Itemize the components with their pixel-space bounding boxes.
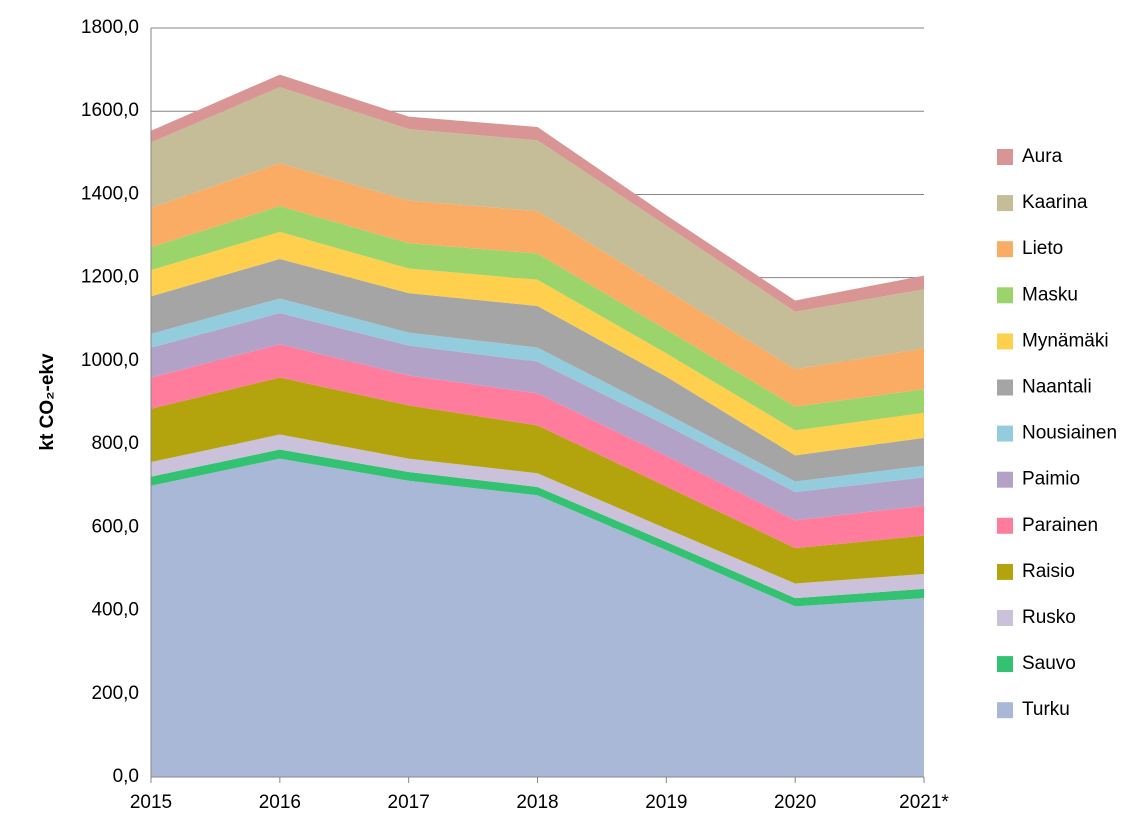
legend-label: Raisio: [1022, 561, 1075, 582]
y-tick-label: 600,0: [91, 516, 139, 537]
legend-label: Mynämäki: [1022, 330, 1109, 351]
area: [151, 313, 924, 521]
area: [151, 434, 924, 599]
legend-label: Kaarina: [1022, 192, 1088, 213]
area: [151, 74, 924, 312]
legend-label: Rusko: [1022, 607, 1076, 628]
y-tick-label: 1000,0: [81, 350, 139, 371]
y-tick-label: 1600,0: [81, 100, 139, 121]
x-tick-label: 2018: [516, 792, 558, 813]
legend-label: Paimio: [1022, 469, 1080, 490]
x-tick-label: 2016: [259, 792, 301, 813]
area: [151, 344, 924, 549]
area: [151, 231, 924, 456]
legend-label: Turku: [1022, 699, 1070, 720]
legend-label: Aura: [1022, 146, 1063, 167]
legend-swatch: [997, 425, 1013, 442]
legend-swatch: [997, 610, 1013, 626]
legend-swatch: [997, 149, 1013, 165]
y-axis-label: kt CO₂-ekv: [37, 353, 58, 451]
area: [151, 458, 924, 777]
y-tick-label: 1800,0: [81, 17, 139, 38]
y-tick-label: 200,0: [91, 683, 139, 704]
y-tick-label: 800,0: [91, 433, 139, 454]
legend-label: Sauvo: [1022, 653, 1076, 674]
legend-swatch: [997, 379, 1013, 396]
x-tick-label: 2017: [388, 792, 430, 813]
legend-swatch: [997, 656, 1013, 673]
area: [151, 377, 924, 584]
legend-swatch: [997, 563, 1013, 580]
legend-label: Naantali: [1022, 377, 1092, 398]
area: [151, 258, 924, 482]
legend-swatch: [997, 333, 1013, 350]
legend-label: Parainen: [1022, 515, 1098, 536]
y-tick-label: 1200,0: [81, 267, 139, 288]
area: [151, 206, 924, 431]
area: [151, 163, 924, 407]
legend-swatch: [997, 471, 1013, 488]
legend-label: Masku: [1022, 284, 1078, 305]
y-tick-label: 1400,0: [81, 183, 139, 204]
legend-swatch: [997, 517, 1013, 534]
y-tick-label: 400,0: [91, 600, 139, 621]
legend-label: Nousiainen: [1022, 423, 1117, 444]
legend-swatch: [997, 241, 1013, 258]
area: [151, 449, 924, 607]
y-tick-label: 0,0: [113, 766, 139, 787]
x-tick-label: 2021*: [899, 792, 949, 813]
legend-swatch: [997, 195, 1013, 212]
x-tick-label: 2015: [130, 792, 172, 813]
x-tick-label: 2019: [645, 792, 687, 813]
area: [151, 298, 924, 492]
legend-label: Lieto: [1022, 238, 1063, 259]
legend-swatch: [997, 702, 1013, 719]
x-tick-label: 2020: [774, 792, 816, 813]
legend-swatch: [997, 287, 1013, 304]
area: [151, 87, 924, 370]
